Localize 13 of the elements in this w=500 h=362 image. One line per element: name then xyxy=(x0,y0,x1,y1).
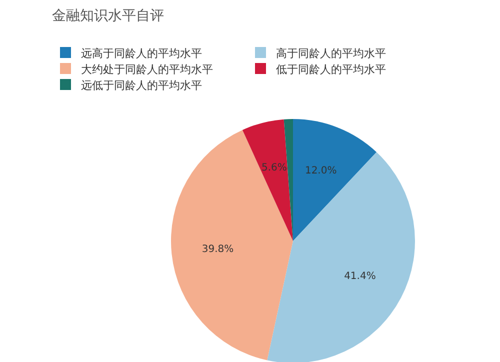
pie-slice xyxy=(293,119,377,241)
pie-slice xyxy=(171,130,293,360)
data-label: 12.0% xyxy=(304,165,337,176)
legend-label: 低于同龄人的平均水平 xyxy=(276,63,386,76)
legend-label: 高于同龄人的平均水平 xyxy=(276,47,386,60)
legend-label: 远低于同龄人的平均水平 xyxy=(81,79,202,92)
pie-slice xyxy=(242,119,293,241)
chart-title: 金融知识水平自评 xyxy=(52,8,164,24)
legend-label: 大约处于同龄人的平均水平 xyxy=(81,63,213,76)
data-label: 39.8% xyxy=(202,244,234,255)
data-label: 41.4% xyxy=(344,270,376,282)
legend-label: 远高于同龄人的平均水平 xyxy=(81,47,202,60)
data-label: 5.6% xyxy=(261,162,287,174)
